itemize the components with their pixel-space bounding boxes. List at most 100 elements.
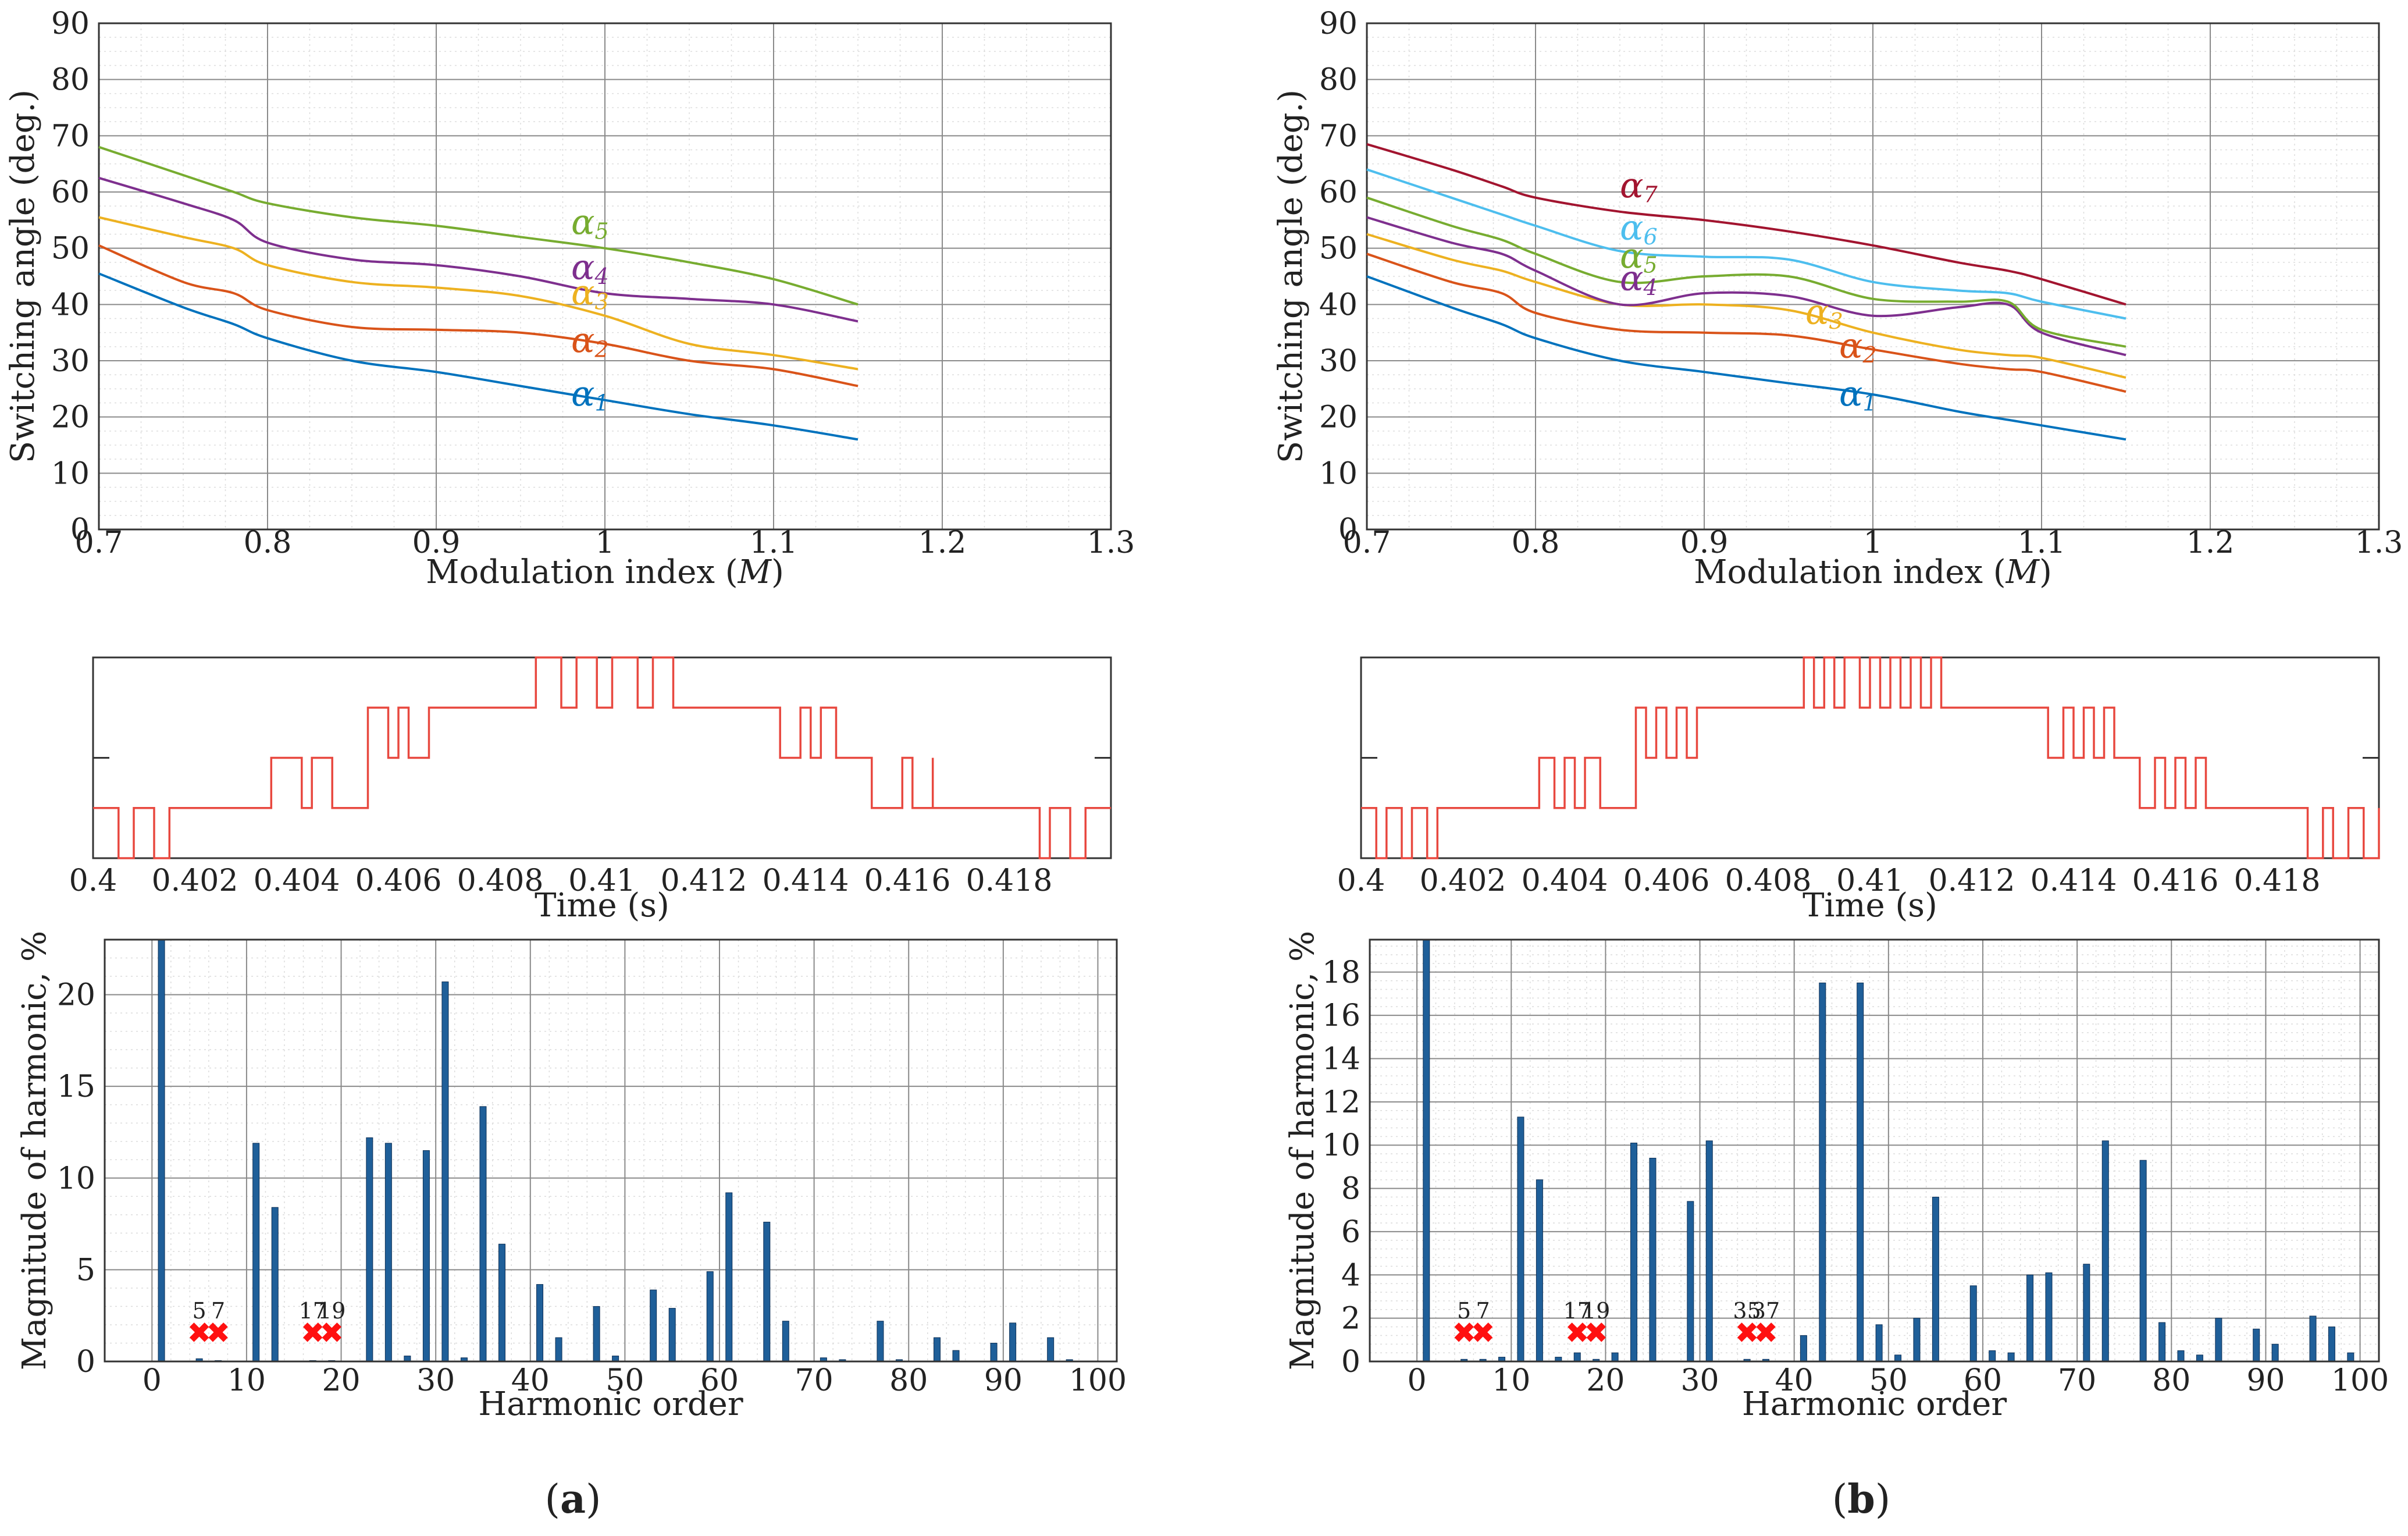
a-angles-series-line xyxy=(99,273,858,439)
b-angles-series-label: α1 xyxy=(1839,374,1877,415)
a-harm-bar xyxy=(253,1143,259,1361)
b-harm-xtick-label: 20 xyxy=(1586,1363,1625,1398)
a-wave-waveform xyxy=(93,657,1111,858)
b-wave-xtick-label: 0.416 xyxy=(2132,863,2219,898)
b-wave-xtick-label: 0.414 xyxy=(2031,863,2117,898)
b-harm-bar xyxy=(2178,1350,2184,1361)
a-angles-ytick-label: 70 xyxy=(51,119,90,154)
b-harm-xtick-label: 10 xyxy=(1492,1363,1530,1398)
b-harm-ytick-label: 18 xyxy=(1322,955,1360,990)
a-harm-bar xyxy=(934,1338,941,1361)
a-wave-xtick-label: 0.412 xyxy=(661,863,747,898)
b-angles-ytick-label: 80 xyxy=(1319,63,1358,98)
b-harm-eliminated-label: 5 xyxy=(1457,1298,1471,1324)
a-harm-bar xyxy=(877,1321,884,1361)
a-harm-xtick-label: 100 xyxy=(1069,1363,1127,1398)
a-harm-xtick-label: 20 xyxy=(322,1363,360,1398)
a-angles-ytick-label: 90 xyxy=(51,6,90,41)
a-wave-xtick-label: 0.414 xyxy=(763,863,849,898)
a-harm-bar xyxy=(593,1306,600,1361)
b-harm-bar xyxy=(2310,1316,2316,1361)
a-harm-bar xyxy=(953,1350,959,1361)
a-angles-ytick-label: 40 xyxy=(51,287,90,322)
b-harm-bar xyxy=(2215,1318,2222,1361)
b-harm-ytick-label: 16 xyxy=(1322,998,1360,1033)
b-wave-xtick-label: 0.4 xyxy=(1337,863,1385,898)
a-harm-xtick-label: 0 xyxy=(143,1363,162,1398)
a-harm-ylabel: Magnitude of harmonic, % xyxy=(16,931,54,1370)
a-angles-series-label: α4 xyxy=(571,247,609,289)
b-harm-bar xyxy=(1631,1143,1637,1361)
b-harm-bar xyxy=(2046,1273,2052,1361)
b-harm-xtick-label: 70 xyxy=(2058,1363,2096,1398)
a-wave-xtick-label: 0.406 xyxy=(355,863,442,898)
b-angles-series-label: α7 xyxy=(1620,166,1658,208)
b-harm-bar xyxy=(2008,1353,2014,1361)
a-wave-xtick-label: 0.402 xyxy=(152,863,238,898)
b-harm-bar xyxy=(2253,1329,2260,1361)
a-wave-xlabel: Time (s) xyxy=(535,887,669,925)
a-harm-ytick-label: 0 xyxy=(76,1345,95,1379)
a-angles-series-label: α5 xyxy=(571,202,609,244)
a-angles-ytick-label: 80 xyxy=(51,63,90,98)
b-harm-bar xyxy=(1932,1197,1939,1361)
a-harm-xtick-label: 30 xyxy=(416,1363,455,1398)
a-wave-xtick-label: 0.418 xyxy=(966,863,1053,898)
a-angles-ytick-label: 30 xyxy=(51,344,90,379)
b-harm-bar xyxy=(2083,1264,2090,1361)
a-wave-xtick-label: 0.4 xyxy=(69,863,117,898)
a-harm-bar xyxy=(555,1338,562,1361)
b-angles-xlabel: Modulation index (M) xyxy=(1694,553,2052,591)
b-angles-ytick-label: 30 xyxy=(1319,344,1358,379)
a-harm-ytick-label: 15 xyxy=(57,1069,95,1104)
a-harm-ytick-label: 5 xyxy=(76,1253,95,1288)
a-harm-bar xyxy=(669,1309,675,1361)
b-angles-ytick-label: 10 xyxy=(1319,456,1358,491)
subfigure-label-b: (b) xyxy=(1832,1476,1891,1523)
a-harm-bar xyxy=(272,1207,278,1361)
a-harm-bar xyxy=(782,1321,789,1361)
b-harm-xtick-label: 80 xyxy=(2152,1363,2190,1398)
b-harm-bar xyxy=(1423,940,1430,1361)
b-harm-bar xyxy=(2272,1344,2278,1361)
b-harm-bar xyxy=(2027,1275,2033,1361)
b-wave-xlabel: Time (s) xyxy=(1803,887,1937,925)
b-harm-ylabel: Magnitude of harmonic, % xyxy=(1284,931,1321,1370)
a-angles-ylabel: Switching angle (deg.) xyxy=(4,90,42,463)
b-harm-bar xyxy=(1706,1141,1712,1361)
b-harm-xlabel: Harmonic order xyxy=(1742,1385,2007,1423)
b-wave-xtick-label: 0.402 xyxy=(1420,863,1506,898)
b-harm-bar xyxy=(2348,1353,2354,1361)
a-angles-ytick-label: 50 xyxy=(51,232,90,266)
b-angles-ytick-label: 90 xyxy=(1319,6,1358,41)
a-harm-bar xyxy=(158,940,165,1361)
b-harm-bar xyxy=(1612,1353,1618,1361)
b-angles-ytick-label: 20 xyxy=(1319,400,1358,435)
a-harm-bar xyxy=(498,1244,505,1361)
b-harm-bar xyxy=(2159,1322,2165,1361)
a-wave-xtick-label: 0.416 xyxy=(864,863,951,898)
b-angles-xtick-label: 1.2 xyxy=(2186,525,2235,560)
a-harm-bar xyxy=(442,982,448,1362)
b-harm-eliminated-label: 7 xyxy=(1476,1298,1490,1324)
a-harm-bar xyxy=(707,1272,713,1361)
a-angles-series-label: α1 xyxy=(571,374,609,415)
b-wave-xtick-label: 0.412 xyxy=(1929,863,2015,898)
b-wave-xtick-label: 0.418 xyxy=(2234,863,2321,898)
b-angles-ytick-label: 40 xyxy=(1319,287,1358,322)
b-wave-xtick-label: 0.408 xyxy=(1725,863,1812,898)
b-harm-bar xyxy=(1970,1286,1976,1361)
a-angles-xtick-label: 0.8 xyxy=(244,525,292,560)
a-harm-ytick-label: 10 xyxy=(57,1161,95,1196)
a-angles-ytick-label: 0 xyxy=(70,513,90,547)
b-angles-ytick-label: 50 xyxy=(1319,232,1358,266)
b-angles-ylabel: Switching angle (deg.) xyxy=(1272,90,1310,463)
b-harm-bar xyxy=(1536,1180,1543,1361)
b-harm-ytick-label: 6 xyxy=(1341,1215,1360,1250)
b-angles-ytick-label: 70 xyxy=(1319,119,1358,154)
b-harm-ytick-label: 10 xyxy=(1322,1128,1360,1163)
a-harm-bar xyxy=(1048,1338,1054,1361)
b-harm-bar xyxy=(1687,1201,1694,1361)
b-wave-xtick-label: 0.406 xyxy=(1623,863,1710,898)
b-harm-bar xyxy=(1876,1325,1882,1361)
